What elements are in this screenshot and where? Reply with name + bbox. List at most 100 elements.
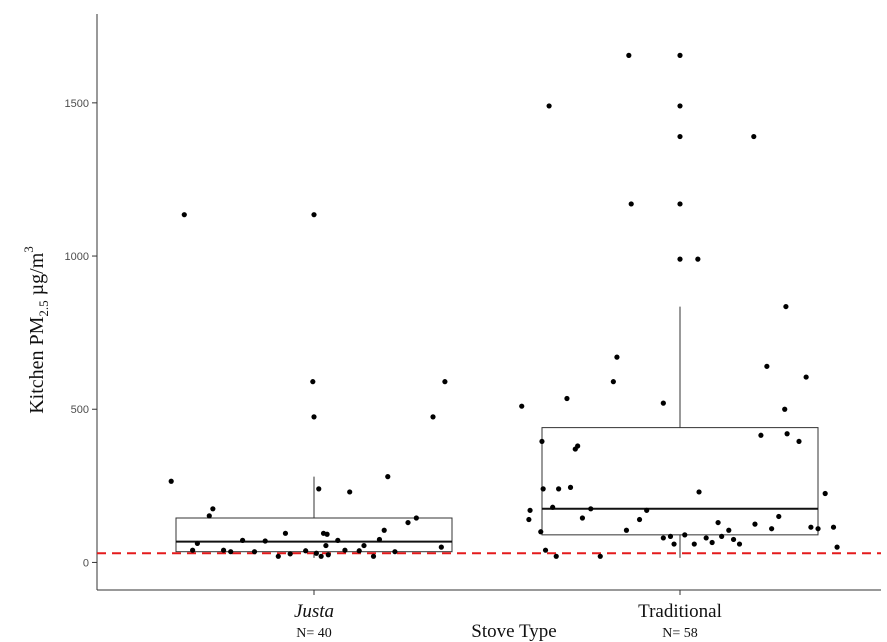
data-point [405, 519, 411, 526]
data-point [644, 507, 650, 513]
data-point [736, 541, 743, 547]
data-point [691, 541, 697, 547]
data-point [385, 474, 391, 480]
data-point [356, 548, 362, 554]
data-point [310, 379, 316, 385]
data-point [556, 486, 562, 492]
data-point [796, 438, 802, 445]
data-point [667, 533, 674, 539]
data-point [719, 533, 725, 539]
data-point [413, 515, 419, 521]
data-point [588, 506, 594, 512]
data-point [564, 395, 570, 402]
y-tick-label: 1000 [65, 251, 89, 263]
y-tick-label: 500 [71, 404, 89, 416]
data-point [715, 519, 721, 526]
data-point [751, 133, 757, 140]
data-point [392, 549, 398, 555]
data-point [782, 406, 788, 412]
data-points [168, 52, 840, 559]
data-point [703, 535, 709, 541]
y-axis-title-main: Kitchen PM [26, 316, 48, 413]
data-point [526, 516, 532, 523]
data-point [311, 414, 317, 420]
data-point [671, 541, 677, 547]
data-point [546, 103, 552, 109]
x-axis-ticks [313, 590, 681, 595]
data-point [430, 414, 436, 420]
data-point [228, 549, 234, 555]
x-category-label: Traditional [638, 601, 722, 622]
data-point [636, 516, 643, 523]
data-point [575, 443, 581, 449]
data-point [342, 547, 348, 553]
data-point [597, 553, 603, 559]
data-point [311, 212, 317, 218]
data-point [323, 542, 329, 549]
data-point [438, 544, 444, 550]
data-point [527, 507, 533, 513]
data-point [335, 537, 341, 543]
data-point [194, 540, 200, 547]
data-point [540, 486, 546, 492]
boxes [175, 306, 819, 558]
data-point [696, 489, 702, 495]
data-point [370, 553, 377, 559]
data-point [628, 201, 634, 207]
data-point [677, 103, 683, 109]
x-category-n-label: N= 40 [296, 626, 332, 641]
data-point [553, 553, 559, 559]
data-point [769, 526, 775, 532]
data-point [168, 478, 174, 484]
data-point [181, 212, 187, 218]
y-tick-label: 0 [83, 557, 89, 569]
data-point [579, 515, 586, 521]
data-point [550, 504, 556, 510]
data-point [262, 538, 268, 544]
y-axis-title-subscript: 2.5 [36, 300, 51, 316]
data-point [316, 486, 322, 492]
data-point [519, 403, 525, 409]
data-point [325, 552, 331, 558]
data-point [677, 201, 683, 207]
data-point [318, 553, 324, 559]
x-category-n-label: N= 58 [662, 626, 698, 641]
data-point [677, 133, 683, 140]
data-point [210, 506, 216, 512]
data-point [206, 513, 212, 519]
data-point [822, 490, 828, 497]
interquartile-box [541, 427, 819, 536]
data-point [610, 379, 616, 385]
data-point [660, 535, 666, 541]
data-point [803, 374, 809, 380]
data-point [347, 489, 353, 495]
data-point [287, 551, 293, 557]
x-axis-title: Stove Type [471, 621, 556, 642]
data-point [695, 256, 701, 262]
data-point [677, 52, 683, 58]
data-point [752, 521, 758, 527]
data-point [660, 400, 666, 406]
data-point [682, 532, 688, 538]
y-axis-title: Kitchen PM2.5 µg/m3 [21, 246, 51, 414]
data-point [381, 527, 387, 533]
data-point [830, 524, 837, 530]
data-point [626, 52, 632, 58]
data-point [726, 527, 732, 533]
y-axis-title-superscript: 3 [21, 246, 36, 253]
data-point [542, 547, 549, 553]
data-point [324, 531, 330, 537]
data-point [240, 537, 246, 543]
x-category-label: Justa [294, 601, 334, 622]
data-point [442, 379, 448, 385]
data-point [834, 544, 840, 550]
data-point [623, 527, 630, 533]
data-point [758, 432, 764, 438]
data-point [709, 539, 715, 546]
data-point [764, 363, 770, 369]
data-point [220, 547, 227, 553]
y-tick-label: 1500 [65, 98, 89, 110]
y-axis-title-unit: µg/m [26, 252, 48, 300]
data-point [361, 542, 367, 549]
